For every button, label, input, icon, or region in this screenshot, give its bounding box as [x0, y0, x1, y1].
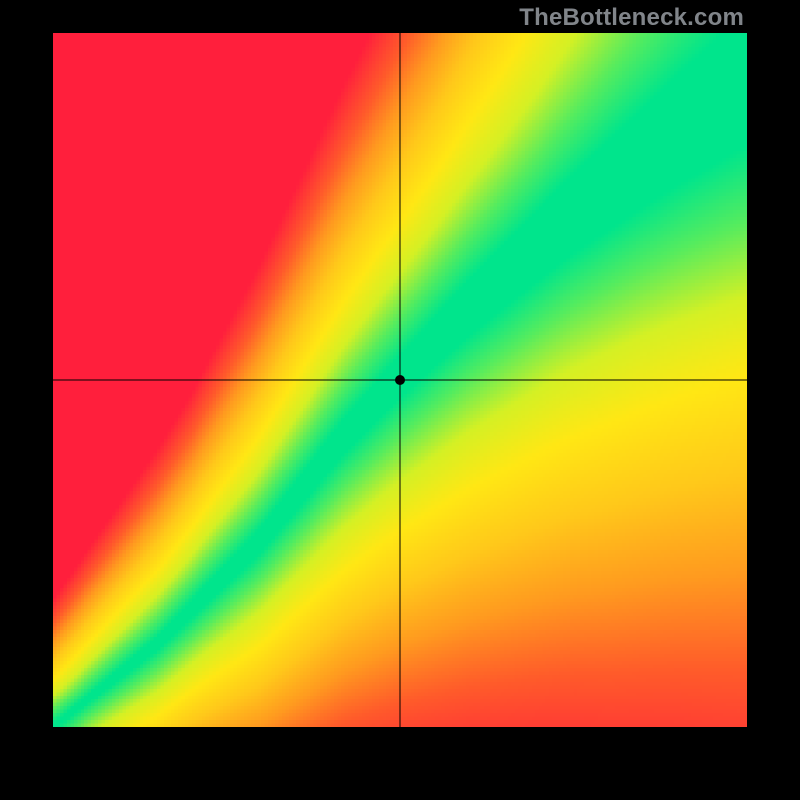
bottleneck-heatmap: [53, 33, 747, 727]
chart-container: TheBottleneck.com: [0, 0, 800, 800]
watermark-text: TheBottleneck.com: [519, 4, 744, 32]
